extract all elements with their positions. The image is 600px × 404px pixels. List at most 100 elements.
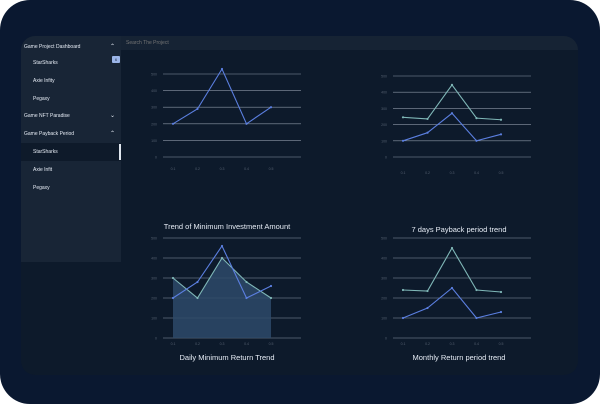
sidebar-item-payback-pegaxy[interactable]: Pegaxy [21,179,121,197]
x-tick-label: 0.2 [425,342,430,346]
y-tick-label: 100 [151,139,157,143]
sidebar-item-label: Game NFT Paradise [24,113,70,119]
chart-title: Monthly Return period trend [412,353,506,362]
series-area [173,258,271,338]
sidebar-item-label: StarSharks [33,149,58,155]
x-tick-label: 0.1 [171,342,176,346]
x-tick-label: 0.3 [450,342,455,346]
data-point [220,244,224,248]
y-tick-label: 300 [151,277,157,281]
data-point [450,83,454,87]
sidebar-item-game-payback-period[interactable]: Game Payback Period ⌃ [21,125,121,143]
y-tick-label: 200 [381,123,387,127]
series-line [402,287,502,319]
x-tick-label: 0.3 [450,171,455,175]
data-point [196,296,199,300]
data-point [426,289,429,293]
sidebar-item-payback-axie-infit[interactable]: Axie Infit [21,161,121,179]
y-tick-label: 0 [385,156,387,160]
data-point [499,118,503,121]
y-tick-label: 400 [381,257,387,261]
series-line [402,246,502,293]
sidebar: Game Project Dashboard ⌃ StarSharks Axie… [21,36,121,262]
data-point [269,284,273,288]
y-tick-label: 100 [381,139,387,143]
data-point [475,288,478,292]
sidebar-item-label: Pegaxy [33,96,50,102]
data-point [499,133,503,136]
data-point [450,246,454,250]
y-tick-label: 300 [151,106,157,110]
x-tick-label: 0.2 [425,171,430,175]
y-tick-label: 0 [155,337,157,341]
data-point [269,106,273,109]
data-point [220,256,224,260]
y-tick-label: 500 [151,73,157,77]
data-point [196,280,199,284]
sidebar-item-game-nft-paradise[interactable]: Game NFT Paradise ⌄ [21,107,121,125]
chevron-up-icon: ⌃ [109,131,115,137]
app-window: Game Project Dashboard ⌃ StarSharks Axie… [21,36,578,375]
chart-panel-1: 0 100 200 300 400 500 0.1 0.2 0.3 0.4 0.5 Trend of… [141,66,311,256]
series-line [402,83,502,121]
chevron-up-icon: ⌃ [109,44,115,50]
data-point [401,116,405,119]
sidebar-item-axie-infity[interactable]: Axie Infity [21,72,121,90]
x-tick-label: 0.1 [171,167,176,171]
data-point [171,276,175,280]
search-input[interactable] [126,36,326,50]
chart-title: 7 days Payback period trend [411,225,507,234]
data-point [245,122,248,125]
data-point [171,296,175,300]
y-tick-label: 0 [155,156,157,160]
chevron-down-icon: ⌄ [109,113,115,119]
series-line [172,67,272,125]
data-point [220,67,224,71]
top-bar [121,36,578,50]
chart-panel-4: 0 100 200 300 400 500 0.1 0.2 0.3 0.4 0.5 Monthly … [371,232,541,372]
data-point [426,131,429,134]
y-tick-label: 400 [381,91,387,95]
x-tick-label: 0.2 [195,167,200,171]
y-tick-label: 100 [381,317,387,321]
data-point [426,117,429,121]
data-point [401,288,405,292]
data-point [499,290,503,294]
x-tick-label: 0.3 [220,342,225,346]
sidebar-item-game-project-dashboard[interactable]: Game Project Dashboard ⌃ [21,38,121,56]
sidebar-item-label: Game Project Dashboard [24,44,81,50]
x-tick-label: 0.4 [474,171,479,175]
sidebar-item-label: Axie Infity [33,78,55,84]
data-point [475,316,478,320]
sidebar-item-label: Axie Infit [33,167,53,173]
data-point [450,286,454,290]
data-point [171,122,175,125]
sidebar-item-label: StarSharks [33,60,58,66]
x-tick-label: 0.1 [401,171,406,175]
series-line [402,112,502,142]
sidebar-item-starsharks[interactable]: StarSharks [21,54,121,72]
y-tick-label: 500 [381,237,387,241]
data-point [196,107,199,110]
data-point [475,117,478,120]
y-tick-label: 300 [381,107,387,111]
notification-badge: 6 [112,56,120,63]
y-tick-label: 300 [381,277,387,281]
x-tick-label: 0.5 [269,342,274,346]
sidebar-item-pegaxy[interactable]: Pegaxy [21,90,121,108]
data-point [245,280,248,284]
sidebar-scroll-thumb[interactable] [119,144,121,160]
y-tick-label: 0 [385,337,387,341]
chart-title: Daily Minimum Return Trend [179,353,275,362]
sidebar-item-payback-starsharks[interactable]: StarSharks [21,143,121,161]
y-tick-label: 500 [151,237,157,241]
y-tick-label: 400 [151,89,157,93]
data-point [401,139,405,142]
x-tick-label: 0.3 [220,167,225,171]
chart-title: Trend of Minimum Investment Amount [163,222,291,231]
chart-panel-2: 0 100 200 300 400 500 0.1 0.2 0.3 0.4 0.5 7 days P… [371,66,541,256]
y-tick-label: 200 [381,297,387,301]
chart-panel-3: 0 100 200 300 400 500 0.1 0.2 0.3 0.4 0.5 Daily Mi… [141,232,311,372]
chart-svg: 0 100 200 300 400 500 0.1 0.2 0.3 0.4 0.5 [381,75,531,175]
